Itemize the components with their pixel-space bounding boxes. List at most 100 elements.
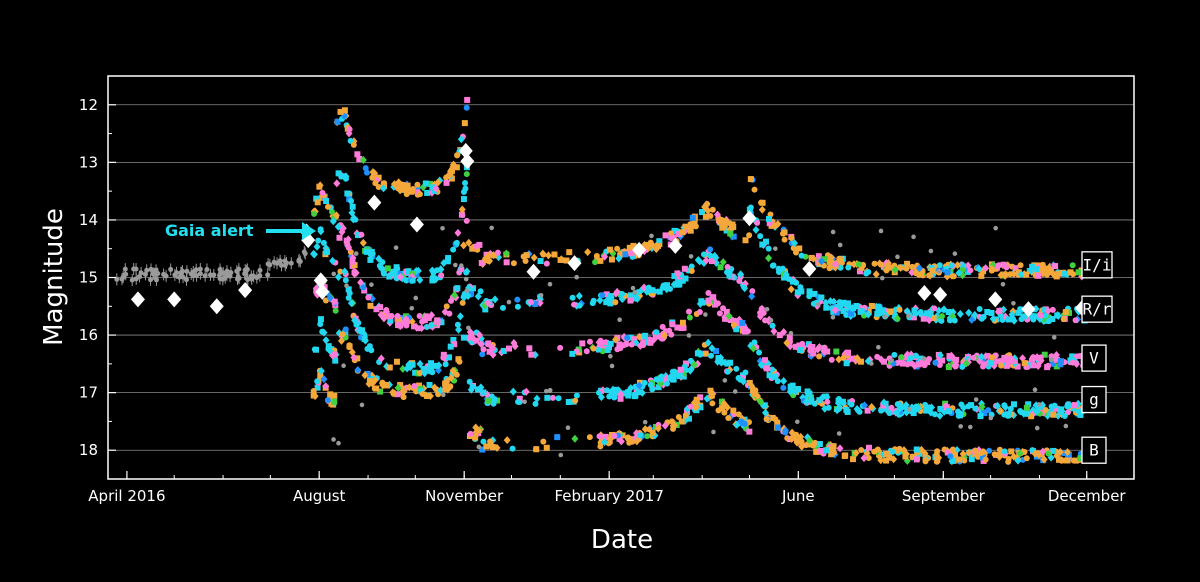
data-point-g <box>573 392 580 399</box>
data-point-g <box>604 387 611 394</box>
data-point-B <box>379 381 387 390</box>
archival-point <box>973 397 979 402</box>
data-point-R/r <box>931 305 938 312</box>
data-point-g <box>317 316 324 323</box>
data-point-I/i <box>1001 270 1009 279</box>
archival-point <box>218 270 224 276</box>
data-point-I/i <box>691 217 698 224</box>
data-point-R/r <box>499 304 506 311</box>
data-point-B <box>949 457 956 464</box>
data-point-B <box>913 446 920 453</box>
data-point-V <box>343 237 350 244</box>
data-point-I/i <box>311 210 318 217</box>
data-point-V <box>970 354 977 361</box>
data-point-B <box>982 456 989 463</box>
data-point-R/r <box>717 264 724 271</box>
data-point-R/r <box>719 258 727 267</box>
data-point-I/i <box>448 175 455 182</box>
data-point-B <box>320 375 328 384</box>
data-point-V <box>396 316 403 323</box>
data-point-V <box>1007 356 1014 363</box>
data-point-R/r <box>1060 316 1067 323</box>
data-point-R/r <box>1065 309 1072 316</box>
data-point-R/r <box>633 294 641 303</box>
data-point-V <box>946 353 953 360</box>
data-point-I/i <box>1017 262 1024 269</box>
data-point-V <box>733 326 740 333</box>
archival-point <box>1011 300 1016 306</box>
data-point-g <box>1061 413 1068 420</box>
data-point-R/r <box>951 317 958 324</box>
data-point-R/r <box>640 283 648 292</box>
data-point-V <box>448 297 455 304</box>
data-point-B <box>390 390 397 397</box>
archival-point <box>921 356 927 361</box>
archival-point <box>869 361 874 366</box>
data-point-I/i <box>476 241 483 248</box>
archival-point <box>543 388 549 394</box>
data-point-B <box>995 452 1003 461</box>
data-point-B <box>757 399 764 406</box>
data-point-I/i <box>837 256 844 263</box>
data-point-R/r <box>484 299 492 308</box>
data-point-I/i <box>656 238 663 245</box>
data-point-g <box>421 369 429 378</box>
archival-point <box>547 388 553 393</box>
data-point-g <box>836 405 843 412</box>
data-point-I/i <box>995 262 1002 269</box>
data-point-R/r <box>769 262 776 269</box>
data-point-R/r <box>338 173 345 180</box>
data-point-I/i <box>503 259 510 266</box>
archival-point <box>301 249 307 255</box>
data-point-B <box>426 381 433 388</box>
data-point-g <box>475 386 482 393</box>
data-point-R/r <box>482 306 489 313</box>
data-point-g <box>806 391 813 398</box>
data-point-g <box>861 401 869 410</box>
data-point-g <box>704 338 712 347</box>
data-point-I/i <box>401 186 408 193</box>
data-point-I/i <box>463 104 470 111</box>
data-point-R/r <box>323 248 330 255</box>
data-point-B <box>944 449 951 456</box>
data-point-B <box>342 326 349 333</box>
archival-point <box>114 276 120 282</box>
data-point-R/r <box>599 292 606 299</box>
data-point-B <box>793 431 800 438</box>
data-point-I/i <box>1052 263 1059 270</box>
data-point-V <box>652 333 659 340</box>
data-point-I/i <box>816 260 823 267</box>
data-point-I/i <box>887 264 894 271</box>
data-point-g <box>1042 406 1049 413</box>
data-point-g <box>403 364 411 373</box>
data-point-R/r <box>823 304 830 311</box>
data-point-R/r <box>367 256 374 263</box>
data-point-B <box>311 392 319 401</box>
data-point-R/r <box>752 225 760 234</box>
data-point-V <box>352 268 360 277</box>
data-point-I/i <box>936 262 943 269</box>
data-point-R/r <box>925 316 933 325</box>
data-point-I/i <box>832 260 840 269</box>
band-label-B: B <box>1089 441 1099 460</box>
data-point-g <box>647 381 654 388</box>
data-point-B <box>991 451 998 458</box>
data-point-R/r <box>333 179 341 188</box>
data-point-R/r <box>754 219 761 226</box>
archival-point <box>344 283 349 289</box>
data-point-R/r <box>627 297 634 304</box>
data-point-B <box>637 432 644 439</box>
archival-point <box>131 266 137 272</box>
data-point-I/i <box>522 258 529 265</box>
data-point-g <box>1001 403 1009 412</box>
data-point-B <box>1040 455 1048 464</box>
data-point-R/r <box>380 266 387 273</box>
data-point-B <box>682 412 689 419</box>
data-point-V <box>397 322 404 329</box>
data-point-g <box>322 336 330 345</box>
archival-point <box>176 274 182 280</box>
data-point-R/r <box>798 288 805 295</box>
data-point-I/i <box>1026 268 1033 275</box>
archival-point <box>184 268 190 274</box>
data-point-R/r <box>460 196 467 203</box>
